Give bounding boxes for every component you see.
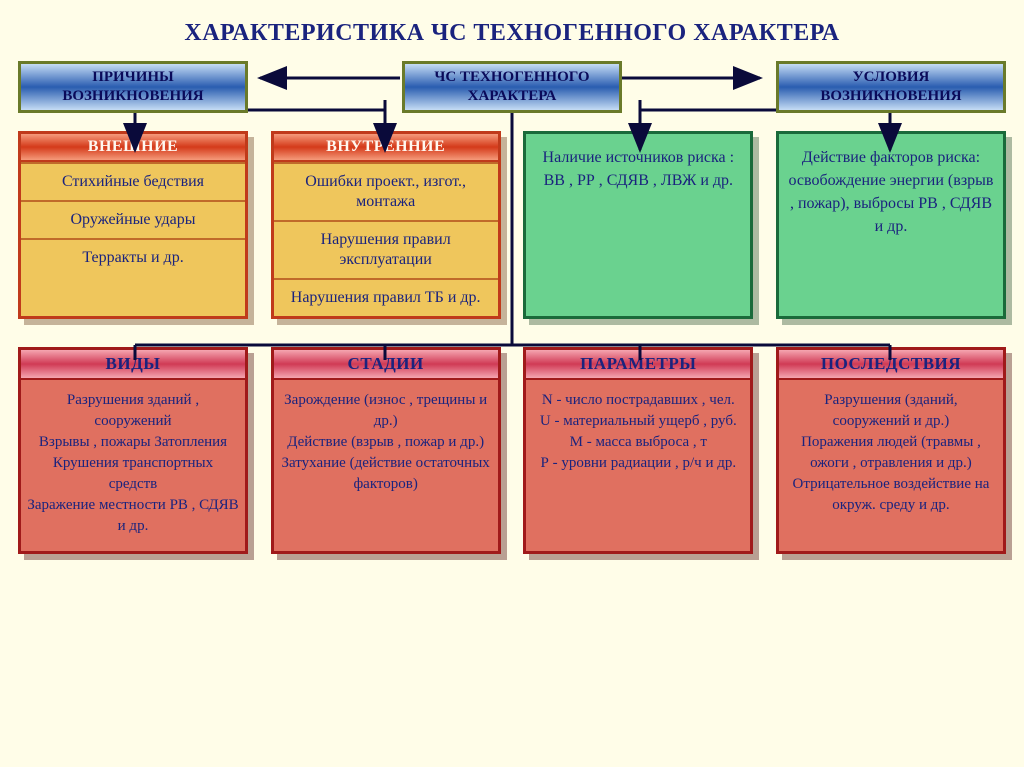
types-box: ВИДЫ Разрушения зданий , сооруженийВзрыв… — [18, 347, 248, 554]
stages-body: Зарождение (износ , трещины и др.)Действ… — [274, 380, 498, 509]
top-center: ЧС ТЕХНОГЕННОГО ХАРАКТЕРА — [402, 61, 622, 113]
top-row: ПРИЧИНЫ ВОЗНИКНОВЕНИЯ ЧС ТЕХНОГЕННОГО ХА… — [18, 61, 1006, 113]
page-title: ХАРАКТЕРИСТИКА ЧС ТЕХНОГЕННОГО ХАРАКТЕРА — [18, 20, 1006, 47]
internal-item: Нарушения правил ТБ и др. — [274, 278, 498, 316]
external-item: Оружейные удары — [21, 200, 245, 238]
consequences-body: Разрушения (зданий, сооружений и др.)Пор… — [779, 380, 1003, 530]
internal-item: Нарушения правил эксплуатации — [274, 220, 498, 278]
top-causes: ПРИЧИНЫ ВОЗНИКНОВЕНИЯ — [18, 61, 248, 113]
risk-sources-box: Наличие источников риска : ВВ , РР , СДЯ… — [523, 131, 753, 319]
external-item: Терракты и др. — [21, 238, 245, 276]
top-conditions: УСЛОВИЯ ВОЗНИКНОВЕНИЯ — [776, 61, 1006, 113]
parameters-box: ПАРАМЕТРЫ N - число пострадавших , чел.U… — [523, 347, 753, 554]
consequences-header: ПОСЛЕДСТВИЯ — [779, 350, 1003, 380]
external-header: ВНЕШНИЕ — [21, 134, 245, 162]
bottom-row: ВИДЫ Разрушения зданий , сооруженийВзрыв… — [18, 347, 1006, 554]
external-item: Стихийные бедствия — [21, 162, 245, 200]
stages-box: СТАДИИ Зарождение (износ , трещины и др.… — [271, 347, 501, 554]
external-box: ВНЕШНИЕ Стихийные бедствия Оружейные уда… — [18, 131, 248, 319]
internal-header: ВНУТРЕННИЕ — [274, 134, 498, 162]
parameters-body: N - число пострадавших , чел.U - материа… — [526, 380, 750, 488]
mid-row: ВНЕШНИЕ Стихийные бедствия Оружейные уда… — [18, 131, 1006, 319]
internal-item: Ошибки проект., изгот., монтажа — [274, 162, 498, 220]
parameters-header: ПАРАМЕТРЫ — [526, 350, 750, 380]
consequences-box: ПОСЛЕДСТВИЯ Разрушения (зданий, сооружен… — [776, 347, 1006, 554]
risk-factors-box: Действие факторов риска: освобождение эн… — [776, 131, 1006, 319]
internal-box: ВНУТРЕННИЕ Ошибки проект., изгот., монта… — [271, 131, 501, 319]
types-body: Разрушения зданий , сооруженийВзрывы , п… — [21, 380, 245, 551]
stages-header: СТАДИИ — [274, 350, 498, 380]
types-header: ВИДЫ — [21, 350, 245, 380]
